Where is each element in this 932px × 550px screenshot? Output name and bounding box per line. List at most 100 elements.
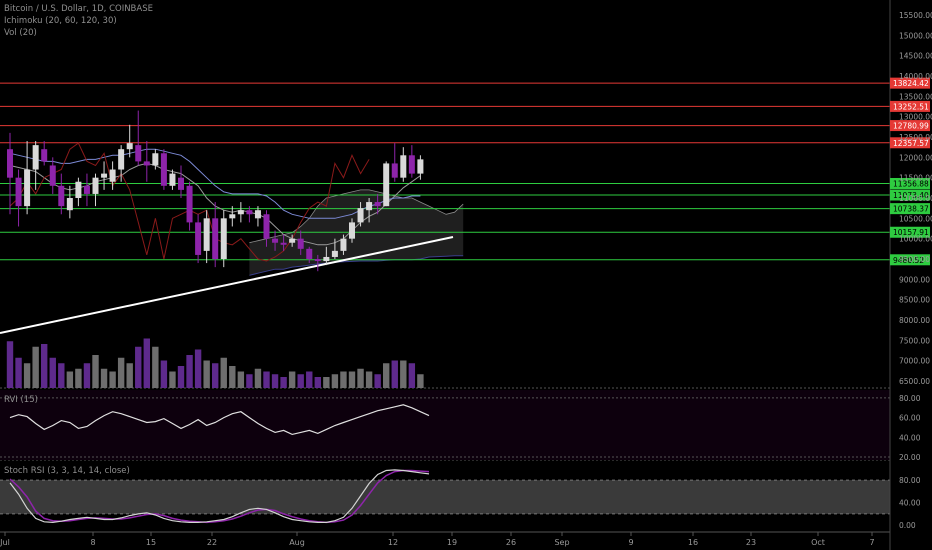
rvi-label[interactable]: RVI (15) bbox=[4, 395, 38, 405]
volume-bar bbox=[92, 355, 99, 388]
candle-body bbox=[92, 177, 99, 194]
candle-body bbox=[280, 242, 287, 245]
volume-bar bbox=[160, 360, 168, 388]
candle-body bbox=[237, 210, 244, 215]
time-tick-label: 8 bbox=[90, 538, 95, 547]
price-pane[interactable] bbox=[0, 82, 890, 389]
volume-bar bbox=[288, 371, 296, 388]
volume-bar bbox=[152, 346, 159, 388]
ichimoku-span-a bbox=[249, 189, 464, 244]
stoch-tick-label: 80.00 bbox=[899, 476, 921, 485]
stoch-band bbox=[0, 480, 890, 514]
rvi-pane[interactable] bbox=[0, 390, 890, 461]
time-tick-label: Jul bbox=[0, 538, 10, 547]
chart-legend: Bitcoin / U.S. Dollar, 1D, COINBASE Ichi… bbox=[4, 3, 153, 39]
volume-bar bbox=[408, 363, 416, 388]
stoch-tick-label: 0.00 bbox=[899, 521, 916, 530]
candle-body bbox=[41, 149, 48, 162]
resistance-price-tag bbox=[890, 120, 930, 132]
volume-bar bbox=[177, 366, 185, 388]
volume-bar bbox=[357, 368, 364, 388]
rvi-line bbox=[9, 404, 430, 436]
candle-body bbox=[7, 149, 13, 178]
candle-body bbox=[383, 163, 390, 207]
volume-bar bbox=[169, 371, 176, 388]
support-price-label: 9480.52 bbox=[893, 256, 924, 265]
volume-bar bbox=[280, 377, 287, 388]
volume-bar bbox=[83, 363, 91, 388]
price-tick-label: 14500.00 bbox=[899, 52, 932, 61]
stoch-tick-label: 40.00 bbox=[899, 499, 921, 508]
volume-bar bbox=[383, 363, 390, 388]
support-price-label: 10738.37 bbox=[893, 205, 929, 214]
resistance-price-label: 12357.57 bbox=[893, 139, 929, 148]
candle-body bbox=[195, 222, 202, 255]
candle-body bbox=[323, 256, 330, 262]
candle-body bbox=[229, 214, 236, 219]
ichimoku-span-b bbox=[249, 255, 464, 276]
volume-bar bbox=[194, 349, 202, 388]
support-price-tag bbox=[890, 189, 930, 201]
candle-body bbox=[169, 173, 176, 186]
volume-legend[interactable]: Vol (20) bbox=[4, 28, 37, 38]
price-axis[interactable]: 13824.42 13252.51 12780.99 12357.57 11356.88… bbox=[889, 0, 932, 550]
candle-body bbox=[408, 155, 415, 174]
candle-body bbox=[212, 218, 219, 259]
support-price-tag bbox=[890, 177, 930, 189]
volume-bar bbox=[340, 371, 347, 388]
volume-bar bbox=[117, 357, 125, 388]
time-tick-label: Sep bbox=[554, 538, 569, 547]
volume-bar bbox=[49, 357, 56, 388]
price-tick-label: 15000.00 bbox=[899, 31, 932, 40]
candle-body bbox=[101, 173, 108, 178]
time-tick-label: 15 bbox=[146, 538, 156, 547]
candle-body bbox=[126, 143, 133, 150]
price-tick-label: 7500.00 bbox=[899, 336, 930, 345]
time-tick-label: 16 bbox=[688, 538, 698, 547]
candle-body bbox=[357, 208, 364, 223]
candle-body bbox=[220, 218, 227, 259]
symbol-title[interactable]: Bitcoin / U.S. Dollar, 1D, COINBASE bbox=[4, 4, 153, 14]
candle-body bbox=[83, 185, 90, 194]
volume-bar bbox=[135, 346, 142, 388]
rvi-tick-label: 40.00 bbox=[899, 433, 921, 442]
candle-body bbox=[254, 210, 261, 219]
candle-body bbox=[24, 169, 31, 207]
volume-bar bbox=[41, 344, 48, 388]
candle-body bbox=[349, 222, 355, 239]
time-tick-label: 23 bbox=[746, 538, 756, 547]
volume-bar bbox=[314, 377, 321, 388]
candle-body bbox=[331, 250, 338, 257]
candle-body bbox=[246, 210, 253, 215]
time-tick-label: Aug bbox=[289, 538, 305, 547]
candle-body bbox=[178, 177, 184, 190]
time-tick-label: Oct bbox=[811, 538, 825, 547]
volume-bar bbox=[391, 360, 398, 388]
candle-body bbox=[306, 248, 313, 259]
volume-bar bbox=[306, 371, 313, 388]
candle-body bbox=[297, 238, 304, 249]
volume-bar bbox=[263, 371, 270, 388]
price-tick-label: 9500.00 bbox=[899, 255, 930, 264]
volume-bar bbox=[66, 371, 74, 388]
volume-bar bbox=[323, 377, 330, 388]
volume-bar bbox=[100, 368, 108, 388]
volume-bar bbox=[229, 366, 236, 388]
volume-bar bbox=[297, 374, 304, 388]
support-price-label: 11073.40 bbox=[893, 191, 929, 200]
price-tick-label: 15500.00 bbox=[899, 11, 932, 20]
time-axis[interactable]: Jul 8 15 22 Aug 12 19 26 Sep 9 16 23 Oct 7 bbox=[0, 532, 875, 547]
time-tick-label: 26 bbox=[506, 538, 516, 547]
volume-bar bbox=[348, 371, 356, 388]
stoch-rsi-label[interactable]: Stoch RSI (3, 3, 14, 14, close) bbox=[4, 466, 130, 476]
time-tick-label: 7 bbox=[869, 538, 874, 547]
ichimoku-legend[interactable]: Ichimoku (20, 60, 120, 30) bbox=[4, 16, 117, 26]
candle-body bbox=[118, 149, 125, 170]
candle-body bbox=[366, 202, 373, 211]
candle-body bbox=[152, 153, 159, 166]
stoch-pane[interactable] bbox=[0, 469, 890, 533]
candle-body bbox=[109, 169, 116, 182]
support-price-tag bbox=[890, 203, 930, 215]
price-tick-label: 8500.00 bbox=[899, 296, 930, 305]
